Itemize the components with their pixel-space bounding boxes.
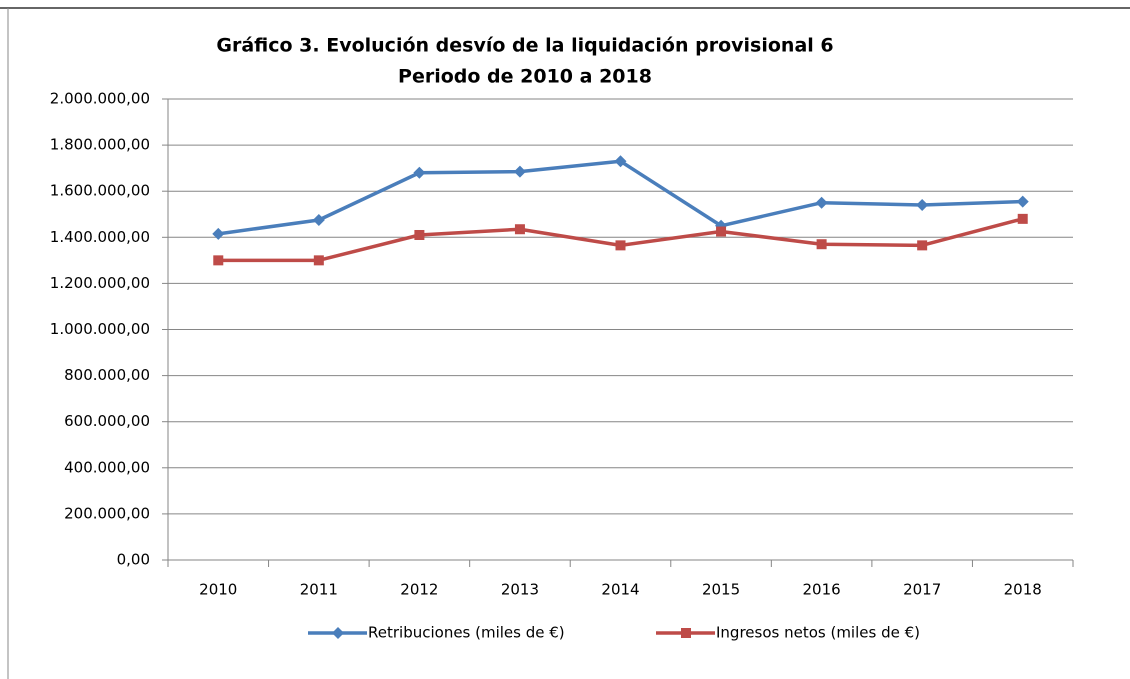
marker: [917, 240, 928, 251]
marker: [615, 240, 626, 251]
x-tick-label: 2017: [903, 581, 941, 599]
series-line: [218, 159, 1023, 236]
marker: [212, 227, 225, 240]
legend-label: Retribuciones (miles de €): [368, 624, 565, 642]
y-tick-label: 0,00: [117, 551, 150, 569]
y-tick-label: 400.000,00: [64, 458, 150, 476]
marker: [716, 226, 727, 237]
x-tick-label: 2011: [300, 581, 338, 599]
y-tick-label: 600.000,00: [64, 412, 150, 430]
marker: [614, 155, 627, 168]
x-tick-label: 2016: [803, 581, 841, 599]
x-tick-label: 2015: [702, 581, 740, 599]
marker: [1016, 195, 1029, 208]
y-tick-label: 1.600.000,00: [50, 182, 150, 200]
marker: [1017, 213, 1028, 224]
chart-subtitle: Periodo de 2010 a 2018: [398, 66, 652, 88]
x-tick-label: 2010: [199, 581, 237, 599]
y-tick-label: 2.000.000,00: [50, 90, 150, 108]
marker: [313, 255, 324, 266]
chart-title: Gráfico 3. Evolución desvío de la liquid…: [216, 35, 833, 57]
y-tick-label: 200.000,00: [64, 504, 150, 522]
y-tick-label: 800.000,00: [64, 366, 150, 384]
x-tick-label: 2018: [1004, 581, 1042, 599]
marker: [513, 165, 526, 178]
marker: [514, 224, 525, 235]
y-tick-label: 1.400.000,00: [50, 228, 150, 246]
marker: [414, 229, 425, 240]
marker: [816, 239, 827, 250]
marker: [332, 627, 344, 639]
x-tick-label: 2014: [601, 581, 639, 599]
x-tick-label: 2013: [501, 581, 539, 599]
marker: [213, 255, 224, 266]
marker: [916, 199, 929, 212]
marker: [681, 628, 691, 638]
series-line: [218, 217, 1024, 263]
marker: [312, 214, 325, 227]
x-tick-label: 2012: [400, 581, 438, 599]
marker: [413, 166, 426, 179]
y-tick-label: 1.800.000,00: [50, 136, 150, 154]
y-tick-label: 1.000.000,00: [50, 320, 150, 338]
legend-label: Ingresos netos (miles de €): [716, 624, 920, 642]
y-tick-label: 1.200.000,00: [50, 274, 150, 292]
marker: [815, 196, 828, 209]
